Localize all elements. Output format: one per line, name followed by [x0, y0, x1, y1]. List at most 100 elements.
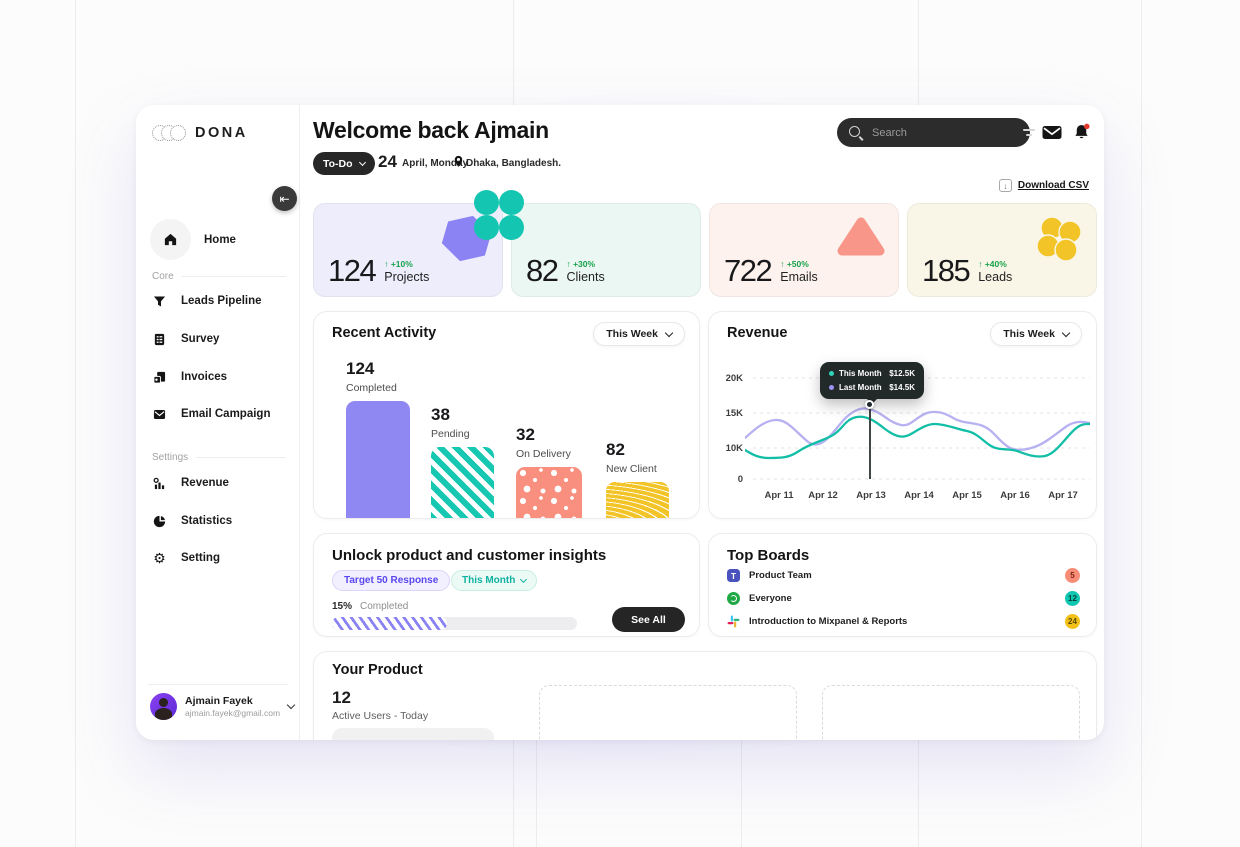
todo-dropdown[interactable]: To-Do [313, 152, 375, 175]
stat-label: Clients [566, 270, 605, 284]
stat-value: 82 [526, 253, 559, 289]
brand-name: DONA [195, 125, 248, 141]
bg-grid-line [536, 740, 537, 847]
bar-chart-icon [152, 477, 167, 490]
teams-icon: T [727, 569, 740, 582]
series-dot-last-month [829, 385, 834, 390]
search-input[interactable] [872, 126, 1014, 139]
activity-bar-on-delivery [516, 467, 582, 518]
board-row-mixpanel-intro[interactable]: Introduction to Mixpanel & Reports 24 [727, 614, 1080, 629]
tooltip-series-name: Last Month [839, 383, 882, 392]
activity-bar-completed [346, 401, 410, 518]
last-month-line [745, 407, 1090, 451]
this-month-line [745, 415, 1090, 460]
tooltip-dot [865, 400, 874, 409]
sidebar-item-survey[interactable]: Survey [152, 327, 219, 351]
sidebar-item-label: Leads Pipeline [181, 295, 262, 307]
activity-value: 82 [606, 440, 625, 459]
board-label: Everyone [749, 593, 792, 604]
sidebar-item-statistics[interactable]: Statistics [152, 509, 232, 533]
revenue-panel: Revenue This Week 20K 15K 10K 0 This Mon… [708, 311, 1097, 519]
insights-panel: Unlock product and customer insights Tar… [313, 533, 700, 637]
see-all-button[interactable]: See All [612, 607, 685, 632]
activity-label: Completed [346, 382, 397, 394]
progress-label: Completed [360, 601, 409, 612]
location-pin-icon [454, 155, 463, 173]
top-boards-panel: Top Boards T Product Team 5 Everyone 12 … [708, 533, 1097, 637]
tooltip-series-value: $12.5K [889, 369, 915, 378]
sidebar-item-label: Statistics [181, 515, 233, 527]
your-product-panel: Your Product 12 Active Users - Today [313, 651, 1097, 740]
stat-label: Leads [978, 270, 1013, 284]
user-email: ajmain.fayek@gmail.com [185, 708, 281, 719]
sidebar-item-label: Setting [181, 552, 220, 564]
sidebar-item-label: Email Campaign [181, 408, 271, 420]
search-bar[interactable] [837, 118, 1035, 147]
activity-bar-new-client [606, 482, 669, 518]
panel-title: Revenue [727, 325, 788, 341]
panel-title: Top Boards [727, 547, 810, 564]
empty-widget-slot [822, 685, 1080, 740]
filter-label: This Week [1003, 328, 1055, 340]
todo-label: To-Do [323, 157, 353, 170]
notifications-button[interactable] [1072, 123, 1091, 147]
month-filter-dropdown[interactable]: This Month [451, 570, 538, 591]
sidebar-item-invoices[interactable]: Invoices [152, 365, 227, 389]
active-users-value: 12 [332, 688, 351, 707]
filter-label: This Week [606, 328, 658, 340]
pinwheel-icon [1035, 215, 1083, 268]
user-name: Ajmain Fayek [185, 694, 253, 707]
board-label: Product Team [749, 570, 812, 581]
recent-activity-filter-dropdown[interactable]: This Week [593, 322, 685, 346]
board-row-product-team[interactable]: T Product Team 5 [727, 568, 1080, 583]
chevron-down-icon [358, 158, 366, 166]
date-day: 24 [378, 152, 397, 171]
download-csv-link[interactable]: ↓ Download CSV [998, 179, 1089, 192]
chevron-down-icon [286, 700, 296, 710]
stat-card-clients[interactable]: 82 ↑ +30% Clients [474, 190, 701, 297]
sidebar-item-leads-pipeline[interactable]: Leads Pipeline [152, 289, 262, 313]
x-axis-tick: Apr 13 [856, 490, 886, 501]
stat-delta: ↑ +30% [566, 259, 596, 269]
tooltip-series-value: $14.5K [889, 383, 915, 392]
bg-grid-line [75, 0, 76, 847]
stat-card-projects[interactable]: 124 ↑ +10% Projects [313, 203, 503, 297]
x-axis-tick: Apr 11 [764, 490, 794, 501]
funnel-icon [152, 295, 167, 308]
board-row-everyone[interactable]: Everyone 12 [727, 591, 1080, 606]
avatar [150, 693, 177, 720]
stat-card-emails[interactable]: 722 ↑ +50% Emails [709, 203, 899, 297]
sidebar-item-label: Invoices [181, 371, 228, 383]
chevron-down-icon [664, 328, 674, 337]
tooltip-series-name: This Month [839, 369, 882, 378]
sidebar-section-settings: Settings [152, 452, 286, 463]
sidebar-item-email-campaign[interactable]: Email Campaign [152, 402, 270, 426]
mail-button[interactable] [1042, 125, 1062, 145]
board-count-badge: 5 [1065, 568, 1080, 583]
stat-card-leads[interactable]: 185 ↑ +40% Leads [907, 203, 1097, 297]
filter-icon[interactable] [1023, 129, 1035, 136]
location-text: Dhaka, Bangladesh. [466, 158, 562, 169]
user-profile[interactable]: Ajmain Fayek ajmain.fayek@gmail.com [150, 693, 296, 720]
board-count-badge: 12 [1065, 591, 1080, 606]
y-axis-tick: 0 [737, 474, 743, 485]
active-users-label: Active Users - Today [332, 710, 429, 722]
download-icon: ↓ [998, 179, 1012, 192]
see-all-label: See All [631, 613, 666, 626]
stat-value: 722 [724, 253, 773, 289]
chart-tooltip: This Month $12.5K Last Month $14.5K [820, 362, 924, 404]
sidebar-item-home[interactable]: Home [150, 219, 236, 260]
sidebar-item-label: Home [204, 233, 236, 246]
collapse-sidebar-button[interactable]: ⇤ [272, 186, 297, 211]
sidebar-item-setting[interactable]: ⚙ Setting [152, 546, 220, 570]
month-filter-label: This Month [462, 575, 516, 586]
stat-delta: ↑ +50% [780, 259, 809, 269]
activity-bar-pending [431, 447, 494, 518]
activity-value: 38 [431, 405, 450, 424]
search-icon [849, 125, 863, 140]
sidebar-section-core: Core [152, 271, 286, 282]
sidebar-item-revenue[interactable]: Revenue [152, 471, 229, 495]
revenue-filter-dropdown[interactable]: This Week [990, 322, 1082, 346]
empty-widget-slot [539, 685, 797, 740]
stat-label: Emails [780, 270, 818, 284]
